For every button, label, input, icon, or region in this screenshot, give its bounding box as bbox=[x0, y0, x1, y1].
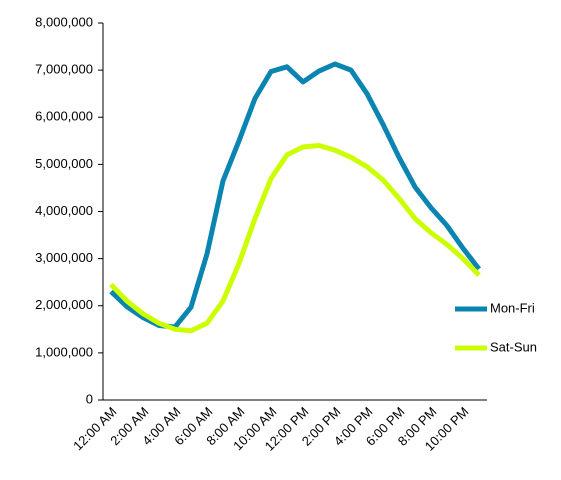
y-tick-label: 4,000,000 bbox=[35, 203, 93, 218]
legend-label: Sat-Sun bbox=[490, 339, 537, 354]
y-tick-label: 3,000,000 bbox=[35, 250, 93, 265]
y-tick-label: 5,000,000 bbox=[35, 156, 93, 171]
y-tick-label: 7,000,000 bbox=[35, 62, 93, 77]
series-line bbox=[109, 61, 481, 330]
series-line bbox=[109, 143, 481, 334]
x-tick-label: 12:00 AM bbox=[70, 404, 119, 453]
legend-label: Mon-Fri bbox=[490, 300, 535, 315]
y-tick-label: 2,000,000 bbox=[35, 297, 93, 312]
y-tick-label: 1,000,000 bbox=[35, 344, 93, 359]
y-tick-label: 8,000,000 bbox=[35, 14, 93, 29]
y-tick-label: 0 bbox=[86, 391, 93, 406]
y-tick-label: 6,000,000 bbox=[35, 109, 93, 124]
